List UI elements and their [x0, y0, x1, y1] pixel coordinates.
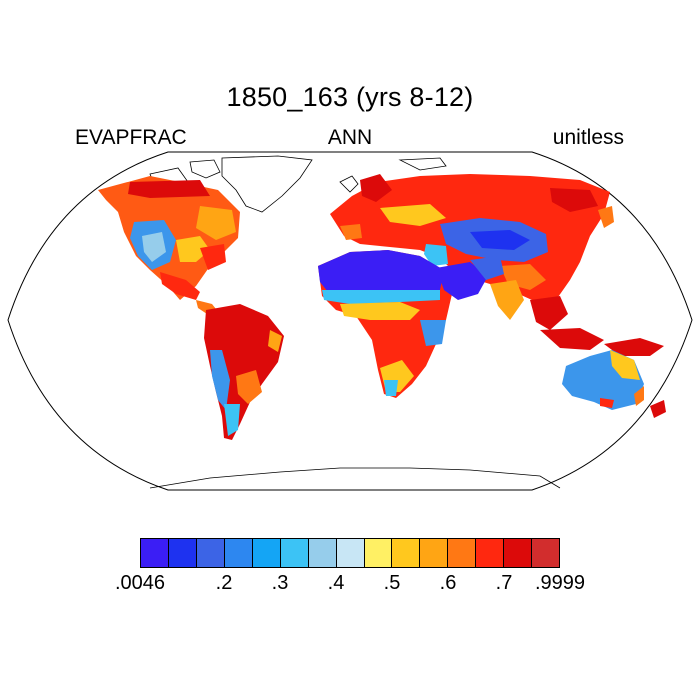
- colorbar-label: .0046: [114, 572, 166, 594]
- colorbar-box: [420, 539, 449, 567]
- colorbar-box: [476, 539, 505, 567]
- colorbar-box: [224, 539, 253, 567]
- colorbar-label: .4: [327, 572, 345, 594]
- south-america: [204, 304, 284, 440]
- colorbar-label: .3: [271, 572, 289, 594]
- colorbar-box: [141, 539, 169, 567]
- season-label: ANN: [327, 126, 373, 149]
- colorbar-box: [196, 539, 225, 567]
- colorbar-box: [336, 539, 365, 567]
- colorbar-box: [532, 539, 560, 567]
- australia: [562, 350, 666, 418]
- antarctica-outline: [149, 467, 561, 489]
- colorbar-box: [280, 539, 309, 567]
- plot-title: 1850_163 (yrs 8-12): [226, 82, 474, 112]
- colorbar-labels: .0046 .2 .3 .4 .5 .6 .7 .9999: [0, 572, 700, 602]
- colorbar-label: .9999: [534, 572, 586, 594]
- middle-east: [436, 256, 504, 300]
- colorbar-label: .6: [439, 572, 457, 594]
- colorbar: [140, 538, 560, 568]
- variable-label: EVAPFRAC: [75, 126, 187, 149]
- africa: [318, 250, 452, 398]
- arctic-islands: [149, 155, 447, 213]
- units-label: unitless: [552, 126, 624, 149]
- colorbar-label: .2: [215, 572, 233, 594]
- colorbar-box: [504, 539, 533, 567]
- north-america: [98, 176, 240, 316]
- colorbar-box: [448, 539, 477, 567]
- colorbar-label: .5: [383, 572, 401, 594]
- colorbar-box: [168, 539, 197, 567]
- colorbar-label: .7: [495, 572, 513, 594]
- eurasia: [330, 174, 610, 300]
- south-asia: [490, 206, 664, 356]
- colorbar-box: [252, 539, 281, 567]
- colorbar-box: [364, 539, 393, 567]
- colorbar-box: [392, 539, 421, 567]
- colorbar-box: [308, 539, 337, 567]
